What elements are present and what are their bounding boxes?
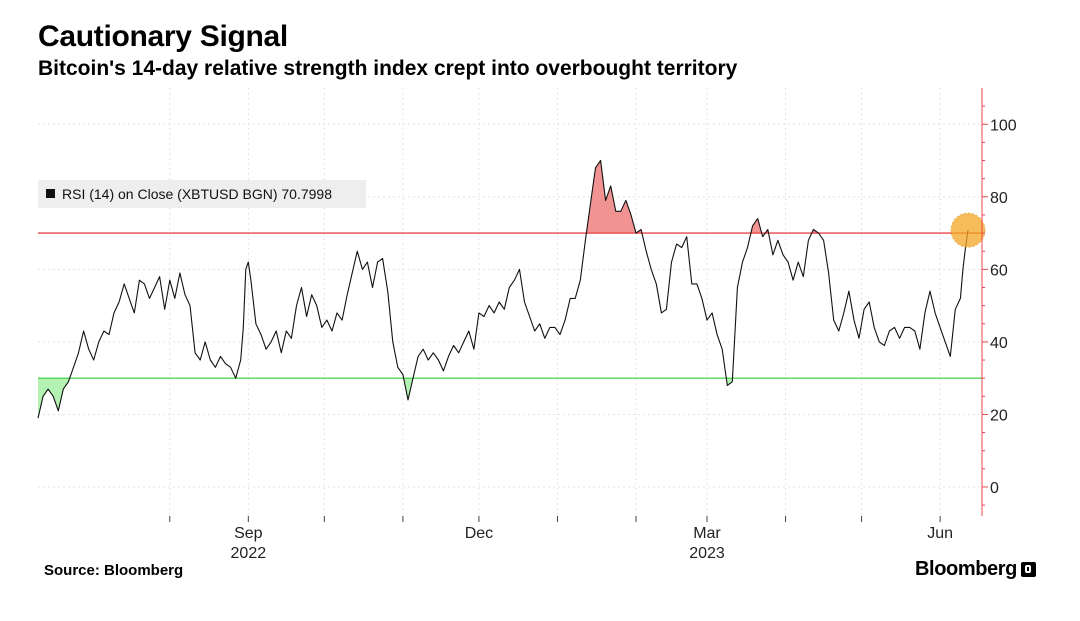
oversold-fill — [726, 378, 733, 386]
grid — [38, 88, 982, 516]
legend: RSI (14) on Close (XBTUSD BGN) 70.7998 — [38, 180, 366, 208]
x-year-label: 2022 — [231, 545, 267, 562]
legend-label: RSI (14) on Close (XBTUSD BGN) 70.7998 — [62, 186, 332, 202]
source-note: Source: Bloomberg — [44, 562, 184, 579]
chart-subtitle: Bitcoin's 14-day relative strength index… — [38, 57, 738, 80]
legend-box — [38, 180, 366, 208]
x-tick-label: Sep — [234, 525, 263, 542]
y-tick-label: 100 — [990, 117, 1017, 134]
legend-swatch — [46, 189, 55, 198]
oversold-fill — [403, 378, 414, 400]
y-tick-label: 80 — [990, 190, 1008, 207]
latest-value-marker — [950, 212, 986, 248]
brand-name: Bloomberg — [915, 558, 1017, 580]
y-tick-label: 40 — [990, 335, 1008, 352]
rsi-series-line — [37, 159, 969, 419]
y-tick-label: 0 — [990, 480, 999, 497]
oversold-fill — [38, 378, 70, 419]
series-layer — [37, 159, 986, 419]
bloomberg-terminal-icon — [1020, 562, 1036, 577]
y-tick-label: 60 — [990, 262, 1008, 279]
brand-logo: Bloomberg — [915, 558, 1036, 581]
x-tick-label: Mar — [693, 525, 721, 542]
threshold-zones — [38, 160, 968, 419]
x-year-label: 2023 — [689, 545, 725, 562]
axes: 0 20 40 60 80 100 Sep Dec Mar Jun 2022 2023 — [169, 88, 1017, 562]
x-tick-label: Dec — [465, 525, 493, 542]
y-tick-label: 20 — [990, 407, 1008, 424]
overbought-fill — [750, 218, 762, 234]
overbought-fill — [586, 160, 637, 234]
chart-title: Cautionary Signal — [38, 20, 288, 53]
x-tick-label: Jun — [927, 525, 953, 542]
